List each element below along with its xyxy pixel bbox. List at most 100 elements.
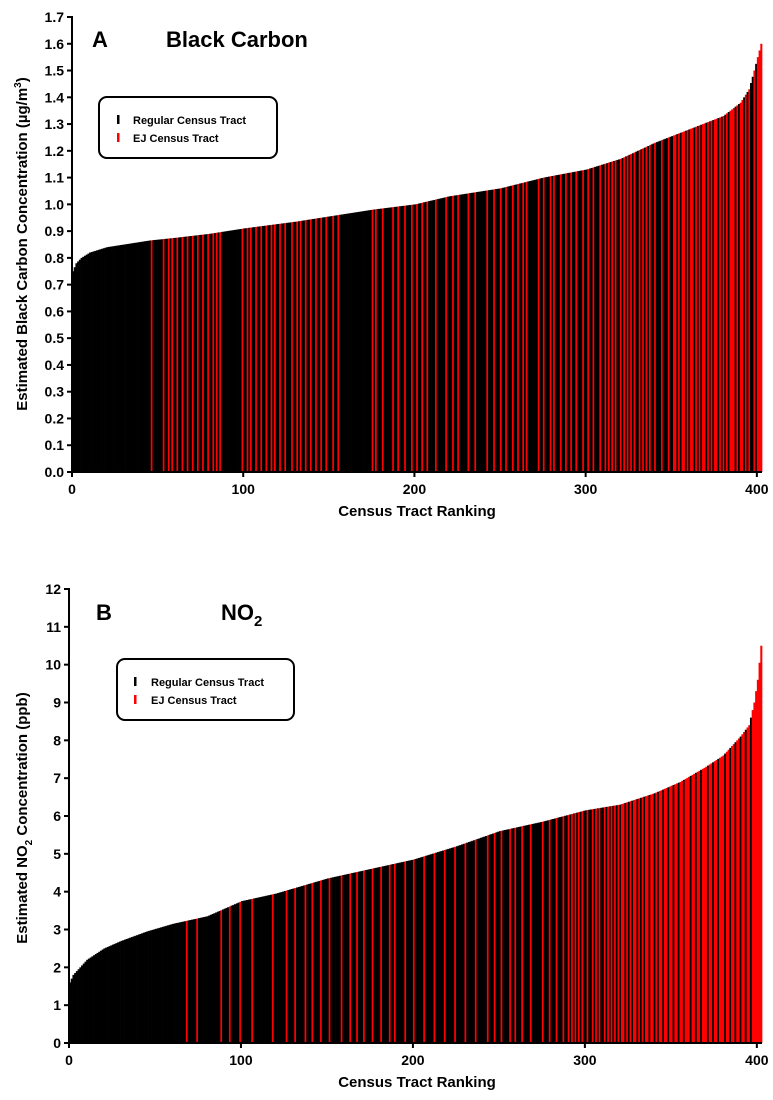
regular-tract-bar — [565, 815, 569, 1043]
panel-b-title-main: NO — [221, 600, 254, 625]
regular-tract-bar — [390, 207, 393, 472]
regular-tract-bar — [314, 881, 317, 1043]
regular-tract-bar — [399, 862, 402, 1043]
ej-tract-bar — [638, 798, 641, 1043]
ej-tract-bar — [698, 125, 701, 473]
regular-tract-bar — [157, 239, 160, 472]
regular-tract-bar — [431, 853, 434, 1043]
regular-tract-bar — [240, 901, 244, 1044]
ej-tract-bar — [630, 154, 633, 473]
regular-tract-bar — [347, 213, 350, 472]
regular-tract-bar — [449, 848, 452, 1043]
ej-tract-bar — [171, 238, 174, 472]
regular-tract-bar — [436, 199, 439, 472]
regular-tract-bar — [143, 241, 146, 472]
regular-tract-bar — [154, 928, 158, 1043]
regular-tract-bar — [560, 816, 563, 1043]
panel-b-y-tick-label: 1 — [53, 997, 61, 1013]
regular-tract-bar — [354, 212, 357, 472]
ej-tract-bar — [741, 734, 744, 1043]
regular-tract-bar — [306, 219, 309, 472]
regular-tract-bar — [239, 228, 242, 472]
regular-tract-bar — [392, 864, 395, 1043]
ej-tract-bar — [715, 118, 718, 473]
panel-b-title-subscript: 2 — [254, 613, 262, 630]
ej-tract-bar — [703, 767, 706, 1043]
regular-tract-bar — [101, 248, 104, 472]
ej-tract-bar — [695, 126, 698, 473]
regular-tract-bar — [321, 217, 325, 472]
regular-tract-bar — [544, 177, 547, 472]
ej-tract-bar — [619, 158, 622, 472]
regular-tract-bar — [311, 219, 314, 472]
regular-tract-bar — [662, 789, 665, 1043]
panel-a-axes: 0.0 0.1 0.2 0.3 0.4 0.5 0.6 0.7 0.8 0.9 1.0 1.1 1.2 1… — [45, 9, 769, 497]
panel-a-y-tick-label: 0.3 — [45, 384, 65, 400]
ej-tract-bar — [604, 163, 607, 473]
regular-tract-bar — [326, 878, 330, 1043]
regular-tract-bar — [116, 245, 119, 472]
ej-tract-bar — [571, 813, 574, 1043]
ej-tract-bar — [756, 679, 759, 1043]
regular-tract-bar — [576, 812, 579, 1043]
regular-tract-bar — [615, 805, 618, 1043]
regular-tract-bar — [277, 223, 280, 472]
regular-tract-bar — [323, 217, 326, 472]
panel-a-y-axis-title-close: ) — [14, 77, 31, 82]
regular-tract-bar — [140, 241, 143, 472]
ej-tract-bar — [710, 763, 713, 1043]
ej-tract-bar — [667, 137, 670, 472]
regular-tract-bar — [459, 845, 462, 1043]
regular-tract-bar — [335, 215, 338, 472]
regular-tract-bar — [639, 797, 642, 1043]
ej-tract-bar — [555, 818, 558, 1043]
ej-tract-bar — [603, 807, 606, 1043]
ej-tract-bar — [474, 839, 477, 1043]
ej-tract-bar — [212, 233, 215, 472]
regular-tract-bar — [465, 193, 468, 472]
ej-tract-bar — [756, 57, 759, 473]
ej-tract-bar — [394, 863, 397, 1043]
regular-tract-bar — [161, 926, 164, 1043]
regular-tract-bar — [498, 188, 501, 472]
regular-tract-bar — [547, 820, 550, 1043]
ej-tract-bar — [719, 757, 722, 1043]
regular-tract-bar — [333, 876, 336, 1043]
regular-tract-bar — [669, 136, 672, 472]
panel-b-legend-ej-swatch — [134, 695, 137, 704]
regular-tract-bar — [595, 166, 598, 472]
regular-tract-bar — [117, 942, 120, 1043]
regular-tract-bar — [169, 238, 172, 472]
panel-b-title: NO2 — [221, 600, 262, 630]
ej-tract-bar — [663, 788, 667, 1043]
regular-tract-bar — [132, 936, 135, 1043]
ej-tract-bar — [641, 797, 644, 1043]
ej-tract-bar — [220, 910, 223, 1043]
regular-tract-bar — [369, 209, 372, 472]
regular-tract-bar — [104, 247, 107, 472]
regular-tract-bar — [657, 791, 660, 1043]
regular-tract-bar — [532, 180, 535, 472]
ej-tract-bar — [587, 169, 590, 472]
regular-tract-bar — [338, 875, 342, 1043]
regular-tract-bar — [688, 129, 691, 472]
regular-tract-bar — [128, 243, 131, 472]
ej-tract-bar — [746, 727, 749, 1043]
regular-tract-bar — [655, 142, 658, 473]
regular-tract-bar — [409, 205, 412, 472]
ej-tract-bar — [582, 170, 585, 472]
ej-tract-bar — [645, 796, 648, 1043]
regular-tract-bar — [700, 769, 703, 1043]
regular-tract-bar — [243, 228, 246, 472]
ej-tract-bar — [411, 204, 414, 472]
regular-tract-bar — [438, 198, 441, 473]
regular-tract-bar — [106, 946, 109, 1043]
regular-tract-bar — [191, 919, 194, 1043]
regular-tract-bar — [527, 181, 530, 472]
regular-tract-bar — [395, 206, 398, 472]
regular-tract-bar — [491, 189, 494, 472]
panel-b-x-tick-label: 200 — [401, 1052, 425, 1068]
regular-tract-bar — [631, 153, 634, 473]
regular-tract-bar — [566, 173, 569, 472]
regular-tract-bar — [96, 952, 99, 1043]
